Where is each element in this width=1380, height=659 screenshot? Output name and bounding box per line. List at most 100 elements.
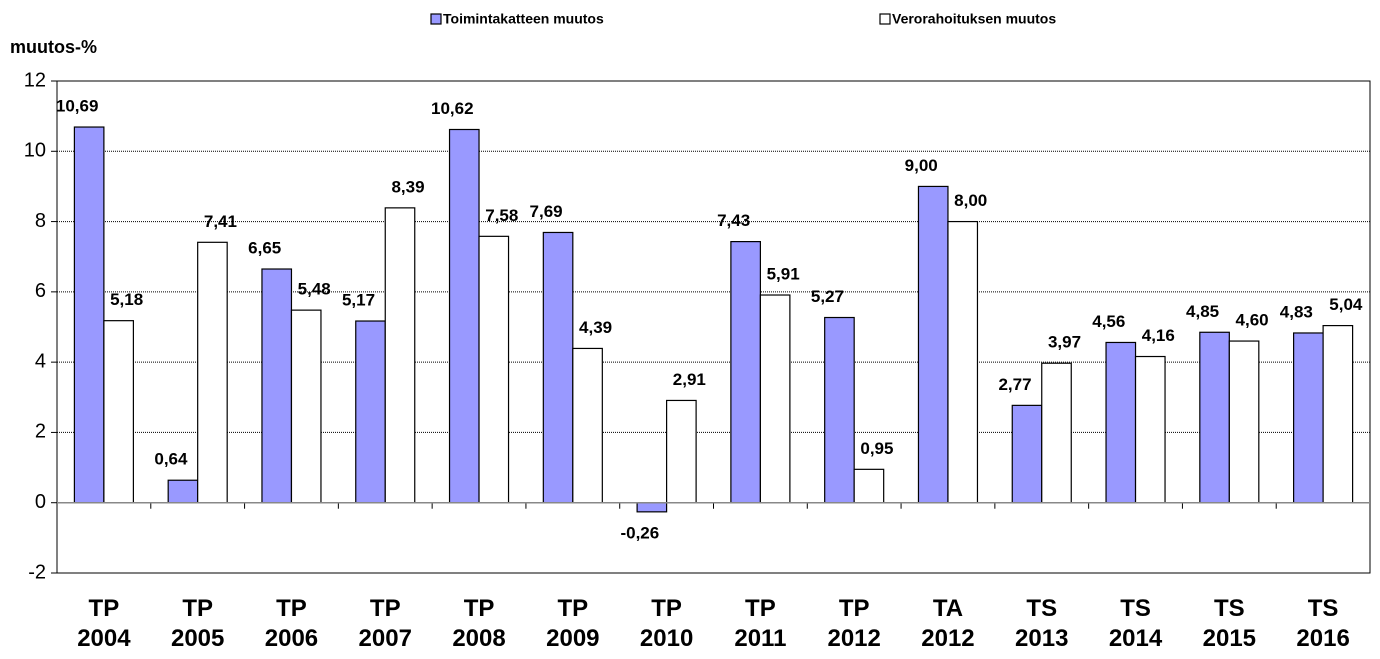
value-label: 7,58 <box>485 206 518 225</box>
x-tick-label-line: TS <box>1026 595 1057 622</box>
y-axis-label: muutos-% <box>10 37 97 57</box>
x-tick-label-line: TS <box>1120 595 1151 622</box>
x-tick-label: TP 2004 <box>77 595 131 652</box>
x-tick-label: TS 2014 <box>1109 595 1163 652</box>
value-label: 5,48 <box>298 280 331 299</box>
bar <box>1011 404 1043 504</box>
value-label: 5,18 <box>110 290 143 309</box>
value-label: 7,69 <box>530 202 563 221</box>
x-tick-label: TS 2015 <box>1203 595 1256 652</box>
bar <box>917 185 949 504</box>
value-label: 9,00 <box>905 156 938 175</box>
x-tick-label: TP 2009 <box>546 595 599 652</box>
x-tick-label: TP 2012 <box>827 595 880 652</box>
value-label: 7,41 <box>204 212 237 231</box>
y-tick-label: 8 <box>35 210 46 232</box>
x-tick-label-line: TP <box>839 595 870 622</box>
x-tick-label-line: TS <box>1308 595 1339 622</box>
x-tick-label-line: TP <box>651 595 682 622</box>
x-tick-label-line: TP <box>276 595 307 622</box>
x-tick-label-line: 2012 <box>827 625 880 652</box>
y-tick-label: 10 <box>24 140 46 162</box>
x-tick-label-line: TA <box>933 595 963 622</box>
value-label: 10,62 <box>431 99 474 118</box>
bar <box>1228 340 1260 504</box>
value-label: 4,56 <box>1092 312 1125 331</box>
x-tick-label: TP 2006 <box>265 595 318 652</box>
bar <box>1105 341 1137 504</box>
y-tick-label: -2 <box>28 561 46 583</box>
x-tick-label-line: 2015 <box>1203 625 1256 652</box>
bar <box>1322 324 1354 504</box>
bar <box>103 320 134 504</box>
x-tick-label-line: 2014 <box>1109 625 1163 652</box>
legend-swatch <box>879 13 891 25</box>
value-label: 10,69 <box>56 97 99 116</box>
x-tick-label-line: 2006 <box>265 625 318 652</box>
bar <box>824 316 855 504</box>
y-tick-label: 4 <box>35 350 46 372</box>
bar <box>853 468 885 504</box>
x-tick-label-line: TS <box>1214 595 1245 622</box>
y-tick-label: 2 <box>35 421 46 443</box>
legend-label: Verorahoituksen muutos <box>892 11 1056 27</box>
x-tick-label-line: TP <box>745 595 776 622</box>
value-label: 5,27 <box>811 287 844 306</box>
bar <box>1293 332 1324 504</box>
x-tick-label: TS 2013 <box>1015 595 1068 652</box>
value-label: 4,16 <box>1142 326 1175 345</box>
bar <box>1199 331 1230 504</box>
plot-frame <box>56 80 1371 574</box>
x-tick-label-line: TP <box>89 595 120 622</box>
x-tick-label-line: TP <box>370 595 401 622</box>
bar <box>947 220 979 504</box>
x-tick-label-line: 2007 <box>359 625 412 652</box>
legend-label: Toimintakatteen muutos <box>443 11 604 27</box>
value-label: 5,17 <box>342 291 375 310</box>
x-tick-label-line: 2009 <box>546 625 599 652</box>
x-tick-label-line: 2004 <box>77 625 131 652</box>
x-tick-label: TP 2011 <box>734 595 786 652</box>
value-label: 0,64 <box>154 450 188 469</box>
bar <box>636 502 668 513</box>
bar <box>355 320 386 504</box>
value-label: 4,83 <box>1280 302 1313 321</box>
x-tick-label-line: TP <box>557 595 588 622</box>
bar <box>572 347 603 504</box>
bar <box>167 479 199 504</box>
bar <box>448 128 480 504</box>
x-tick-label-line: 2016 <box>1296 625 1349 652</box>
x-tick-label: TP 2005 <box>171 595 224 652</box>
value-label: -0,26 <box>620 523 659 542</box>
bar <box>384 207 416 504</box>
bar <box>261 268 293 504</box>
x-tick-label: TP 2010 <box>640 595 693 652</box>
bar <box>478 235 510 504</box>
x-tick-label: TP 2008 <box>452 595 505 652</box>
x-tick-label-line: 2010 <box>640 625 693 652</box>
value-label: 8,00 <box>954 191 987 210</box>
bar <box>666 399 697 504</box>
x-tick-label-line: TP <box>182 595 213 622</box>
y-tick-label: 0 <box>35 491 46 513</box>
x-tick-label-line: 2012 <box>921 625 974 652</box>
bar <box>1041 362 1072 504</box>
value-label: 4,85 <box>1186 302 1219 321</box>
value-label: 2,91 <box>673 370 706 389</box>
bar <box>73 126 105 504</box>
value-label: 4,60 <box>1236 311 1269 330</box>
x-tick-label-line: 2013 <box>1015 625 1068 652</box>
x-tick-label-line: TP <box>464 595 495 622</box>
bar <box>759 294 791 504</box>
bar <box>542 231 574 504</box>
bar <box>290 309 322 504</box>
x-tick-label-line: 2005 <box>171 625 224 652</box>
legend-swatch <box>430 13 442 25</box>
x-tick-label: TA 2012 <box>921 595 974 652</box>
bar <box>197 241 228 504</box>
x-tick-label: TS 2016 <box>1296 595 1349 652</box>
bar <box>1134 355 1166 504</box>
value-label: 6,65 <box>248 238 281 257</box>
value-label: 5,04 <box>1329 295 1363 314</box>
